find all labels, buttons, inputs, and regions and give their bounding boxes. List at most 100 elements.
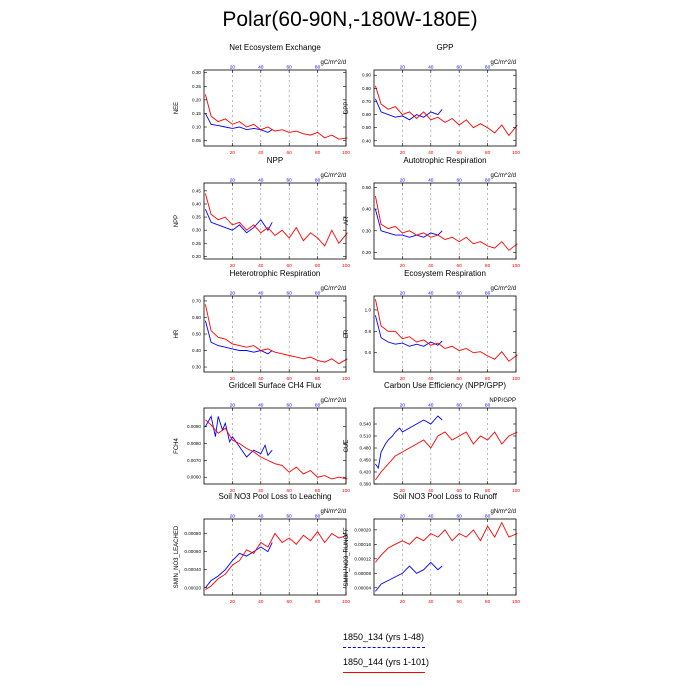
chart-title: Carbon Use Efficiency (NPP/GPP) [384, 381, 506, 390]
y-tick-label: 0.0070 [187, 458, 201, 463]
x-tick-label: 20 [400, 263, 406, 269]
x-tick-label-top: 60 [287, 178, 293, 184]
plot-frame [203, 182, 347, 260]
y-tick-label: 0.30 [192, 365, 201, 370]
chart-title: NPP [267, 156, 283, 165]
y-tick-label: 0.0090 [187, 424, 201, 429]
x-tick-label-top: 80 [485, 403, 491, 409]
series-line-run-a [374, 98, 443, 121]
x-tick-label: 20 [230, 599, 236, 605]
y-tick-label: 0.10 [192, 125, 201, 130]
x-tick-label: 80 [485, 488, 491, 494]
x-tick-label-top: 80 [315, 514, 321, 520]
x-tick-label: 20 [230, 488, 236, 494]
plot-frame [373, 182, 517, 260]
y-tick-label: 0.20 [362, 250, 371, 255]
y-axis-label: GPP [344, 102, 350, 115]
x-tick-label: 100 [342, 376, 350, 382]
y-tick-label: 0.00016 [354, 542, 371, 547]
chart-panel: Soil NO3 Pool Loss to Runoff gN/m^2/d 0.00… [344, 492, 520, 605]
series-line-run-b [375, 431, 518, 481]
chart-title: Net Ecosystem Exchange [229, 43, 321, 52]
x-tick-label-top: 60 [457, 291, 463, 297]
chart-panel: GPP gC/m^2/d 0.40 0.50 0.60 0.70 0.80 0.90 20 40 6… [344, 43, 520, 156]
y-axis-label: NEE [174, 102, 180, 114]
units-label: gC/m^2/d [321, 60, 347, 66]
chart-title: GPP [437, 43, 454, 52]
y-tick-label: 0.50 [192, 332, 201, 337]
units-label: NPP/GPP [489, 398, 516, 404]
x-tick-label: 40 [428, 263, 434, 269]
series-line-run-b [204, 304, 348, 365]
chart-panel: Gridcell Surface CH4 Flux gC/m^2/d 0.0060 0… [174, 381, 350, 494]
series-line-run-a [374, 315, 443, 347]
x-tick-label-top: 40 [428, 403, 434, 409]
y-tick-label: 0.35 [192, 215, 201, 220]
y-axis-label: SMIN_NO3_RUNOFF [344, 527, 350, 586]
y-tick-label: 0.45 [192, 188, 201, 193]
series-line-run-b [205, 530, 348, 590]
chart-panel: Carbon Use Efficiency (NPP/GPP) NPP/GPP 0.… [344, 381, 520, 494]
y-tick-label: 0.00012 [354, 556, 371, 561]
x-tick-label: 100 [342, 599, 350, 605]
x-tick-label-top: 20 [230, 65, 236, 71]
y-tick-label: 0.60 [362, 112, 371, 117]
x-tick-label-top: 20 [230, 178, 236, 184]
units-label: gN/m^2/d [321, 509, 347, 515]
x-tick-label-top: 20 [230, 403, 236, 409]
y-tick-label: 0.50 [362, 185, 371, 190]
y-axis-label: AR [344, 216, 350, 225]
x-tick-label: 40 [428, 488, 434, 494]
x-tick-label-top: 20 [400, 514, 406, 520]
x-tick-label: 60 [457, 599, 463, 605]
x-tick-label-top: 60 [287, 291, 293, 297]
x-tick-label-top: 40 [428, 178, 434, 184]
x-tick-label: 40 [258, 599, 264, 605]
x-tick-label-top: 20 [400, 403, 406, 409]
x-tick-label: 60 [457, 150, 463, 156]
chart-panel: Heterotrophic Respiration gC/m^2/d 0.30 0.4… [174, 269, 350, 382]
plot-frame [373, 407, 517, 485]
x-tick-label: 100 [512, 263, 520, 269]
y-tick-label: 0.80 [362, 86, 371, 91]
series-line-run-b [374, 85, 518, 137]
chart-title: Autotrophic Respiration [403, 156, 486, 165]
y-tick-label: 1.0 [365, 307, 372, 312]
x-tick-label-top: 80 [485, 291, 491, 297]
x-tick-label-top: 60 [457, 65, 463, 71]
y-tick-label: 0.00080 [184, 531, 201, 536]
x-tick-label: 100 [342, 263, 350, 269]
y-tick-label: 0.540 [360, 422, 372, 427]
x-tick-label: 20 [400, 150, 406, 156]
x-tick-label-top: 60 [287, 65, 293, 71]
legend-label-run-a: 1850_134 (yrs 1-48) [343, 632, 425, 642]
x-tick-label-top: 40 [258, 514, 264, 520]
y-tick-label: 0.40 [192, 201, 201, 206]
legend-line-run-b [343, 672, 425, 673]
y-axis-label: SMIN_NO3_LEACHED [174, 525, 180, 588]
series-line-run-a [205, 113, 273, 133]
chart-title: Soil NO3 Pool Loss to Leaching [219, 492, 332, 501]
plot-frame [203, 407, 347, 485]
y-tick-label: 0.05 [192, 138, 201, 143]
x-tick-label-top: 60 [457, 514, 463, 520]
y-tick-label: 0.390 [360, 482, 372, 487]
x-tick-label: 20 [230, 263, 236, 269]
series-line-run-a [205, 542, 273, 589]
plots-grid: Net Ecosystem Exchange gC/m^2/d 0.05 0.10 0.… [174, 43, 520, 605]
x-tick-label: 60 [287, 376, 293, 382]
y-tick-label: 0.00060 [184, 549, 201, 554]
y-tick-label: 0.20 [192, 97, 201, 102]
x-tick-label-top: 40 [428, 514, 434, 520]
plot-frame [203, 69, 347, 147]
series-line-run-a [374, 208, 443, 238]
series-line-run-b [204, 193, 348, 247]
x-tick-label-top: 40 [258, 291, 264, 297]
chart-panel: Ecosystem Respiration gC/m^2/d 0.6 0.8 1.0 20… [344, 269, 520, 382]
y-axis-label: ER [344, 329, 350, 338]
chart-title: Gridcell Surface CH4 Flux [229, 381, 321, 390]
chart-panel: NPP gC/m^2/d 0.20 0.25 0.30 0.35 0.40 0.45 20 40 6… [174, 156, 350, 269]
series-line-run-a [205, 415, 273, 458]
x-tick-label-top: 80 [485, 178, 491, 184]
x-tick-label: 40 [428, 599, 434, 605]
